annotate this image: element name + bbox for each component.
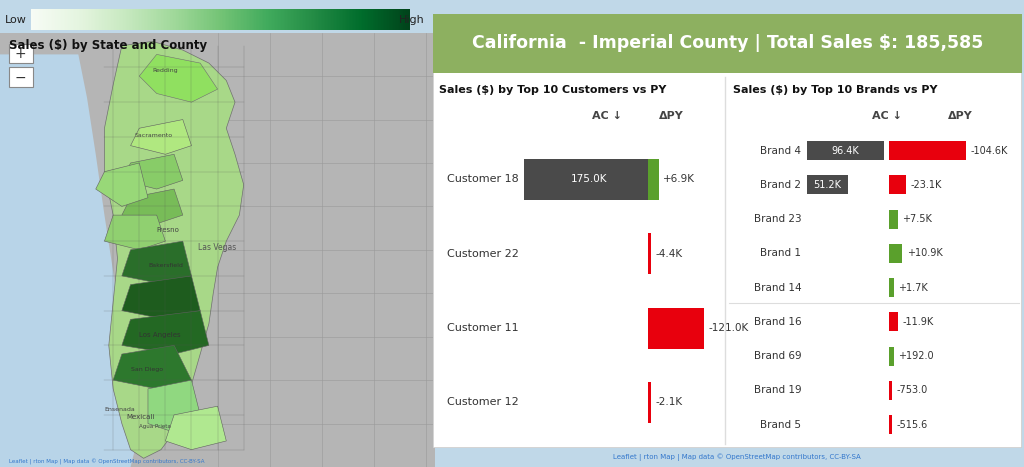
Polygon shape	[122, 241, 191, 284]
Text: Low: Low	[5, 14, 27, 25]
Text: Customer 18: Customer 18	[446, 174, 518, 184]
Bar	[8, 43, 33, 63]
Text: Sales ($) by Top 10 Customers vs PY: Sales ($) by Top 10 Customers vs PY	[439, 85, 667, 95]
Text: Leaflet | rton Map | Map data © OpenStreetMap contributors, CC-BY-SA: Leaflet | rton Map | Map data © OpenStre…	[613, 454, 861, 461]
Text: Brand 16: Brand 16	[754, 317, 801, 327]
Polygon shape	[113, 346, 191, 389]
Text: -2.1K: -2.1K	[655, 397, 683, 407]
Text: Mexicali: Mexicali	[126, 414, 155, 420]
Text: ΔPY: ΔPY	[659, 111, 684, 121]
Text: Agua Prieta: Agua Prieta	[139, 424, 171, 429]
Polygon shape	[0, 54, 139, 467]
Text: Brand 4: Brand 4	[760, 146, 801, 156]
Text: Sales ($) by State and County: Sales ($) by State and County	[8, 39, 207, 52]
Text: Ensenada: Ensenada	[104, 407, 135, 411]
Text: Brand 69: Brand 69	[754, 351, 801, 361]
Text: −: −	[14, 71, 27, 85]
Text: ΔPY: ΔPY	[948, 111, 973, 121]
Text: Fresno: Fresno	[157, 227, 179, 234]
Text: Customer 22: Customer 22	[446, 249, 518, 259]
Polygon shape	[139, 54, 217, 102]
Text: -104.6K: -104.6K	[970, 146, 1008, 156]
Bar	[890, 210, 898, 228]
Text: Bakersfield: Bakersfield	[148, 263, 183, 268]
Text: +7.5K: +7.5K	[902, 214, 933, 224]
Text: -121.0K: -121.0K	[709, 323, 749, 333]
Text: 51.2K: 51.2K	[813, 180, 842, 190]
Text: Brand 14: Brand 14	[754, 283, 801, 293]
Polygon shape	[166, 406, 226, 450]
Text: -753.0: -753.0	[897, 385, 928, 396]
Bar	[890, 381, 892, 400]
Text: AC ↓: AC ↓	[871, 111, 901, 121]
Polygon shape	[148, 380, 201, 432]
Bar	[648, 308, 705, 348]
Bar	[648, 159, 658, 200]
Bar	[648, 233, 651, 274]
Text: Los Angeles: Los Angeles	[139, 332, 181, 338]
Text: 96.4K: 96.4K	[831, 146, 859, 156]
Text: +6.9K: +6.9K	[664, 174, 695, 184]
Bar	[524, 159, 654, 200]
Bar	[433, 14, 1022, 73]
Bar	[890, 347, 894, 366]
Text: High: High	[399, 14, 425, 25]
Bar	[890, 141, 966, 160]
Text: Brand 1: Brand 1	[760, 248, 801, 258]
Bar	[890, 176, 906, 194]
Text: Las Vegas: Las Vegas	[199, 243, 237, 252]
Text: +1.7K: +1.7K	[898, 283, 928, 293]
Text: -23.1K: -23.1K	[910, 180, 942, 190]
Text: -4.4K: -4.4K	[655, 249, 683, 259]
Bar	[890, 415, 892, 434]
Bar	[890, 278, 894, 297]
Text: 175.0K: 175.0K	[571, 174, 607, 184]
Text: -11.9K: -11.9K	[902, 317, 934, 327]
Text: Sacramento: Sacramento	[135, 133, 173, 138]
Text: Brand 5: Brand 5	[760, 420, 801, 430]
Text: Brand 23: Brand 23	[754, 214, 801, 224]
Text: Brand 2: Brand 2	[760, 180, 801, 190]
Text: Leaflet | rton Map | Map data © OpenStreetMap contributors, CC-BY-SA: Leaflet | rton Map | Map data © OpenStre…	[8, 459, 204, 465]
Text: +: +	[14, 47, 27, 61]
Text: Customer 12: Customer 12	[446, 397, 518, 407]
Text: California  - Imperial County | Total Sales $: 185,585: California - Imperial County | Total Sal…	[472, 35, 983, 52]
Text: San Diego: San Diego	[131, 368, 163, 373]
Bar	[890, 244, 902, 263]
Polygon shape	[104, 215, 166, 250]
Bar	[807, 176, 848, 194]
Polygon shape	[122, 311, 209, 354]
Polygon shape	[131, 120, 191, 154]
Text: AC ↓: AC ↓	[592, 111, 622, 121]
Polygon shape	[104, 42, 244, 458]
Polygon shape	[122, 276, 201, 319]
Bar	[648, 382, 651, 423]
Polygon shape	[0, 33, 435, 467]
Text: Brand 19: Brand 19	[754, 385, 801, 396]
Text: -515.6: -515.6	[897, 420, 928, 430]
Bar	[807, 141, 884, 160]
Bar	[890, 312, 898, 331]
Text: +10.9K: +10.9K	[906, 248, 942, 258]
Bar	[8, 67, 33, 87]
Text: +192.0: +192.0	[898, 351, 934, 361]
Polygon shape	[122, 189, 182, 224]
Text: Redding: Redding	[153, 68, 178, 73]
Text: Customer 11: Customer 11	[446, 323, 518, 333]
Polygon shape	[122, 154, 182, 189]
Polygon shape	[96, 163, 148, 206]
Text: Sales ($) by Top 10 Brands vs PY: Sales ($) by Top 10 Brands vs PY	[733, 85, 938, 95]
